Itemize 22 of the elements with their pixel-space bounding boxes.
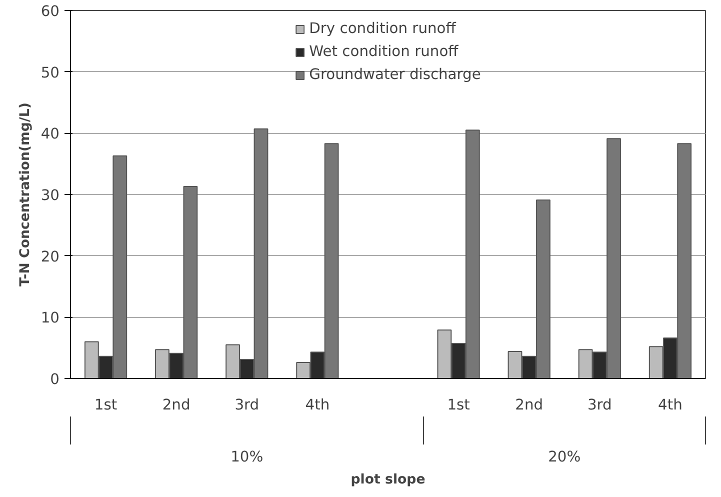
legend-label: Wet condition runoff [309, 43, 458, 60]
x-tick-label: 1st [94, 396, 118, 414]
x-tick-label: 4th [305, 396, 330, 414]
text: 20% [548, 448, 581, 466]
y-axis-title: T-N Concentration(mg/L) [18, 102, 33, 286]
y-tick-label: 40 [40, 126, 60, 143]
y-tick-label: 20 [40, 248, 60, 266]
legend-label: Groundwater discharge [309, 66, 481, 83]
y-tick-label: 60 [40, 3, 60, 20]
x-tick-label: 3rd [587, 396, 612, 414]
x-tick-label: 4th [658, 396, 682, 414]
y-tick-label: 10 [40, 310, 60, 327]
y-tick-label: 30 [40, 187, 60, 204]
y-tick-label: 50 [40, 64, 60, 82]
x-tick-label: 3rd [234, 396, 260, 414]
legend-label: Dry condition runoff [309, 20, 456, 37]
y-tick-label: 0 [50, 371, 60, 388]
x-tick-label: 2nd [515, 396, 544, 414]
text: 10% [230, 448, 264, 466]
x-tick-label: 2nd [162, 396, 190, 414]
x-tick-label: 1st [447, 396, 470, 414]
x-axis-title: plot slope [350, 472, 426, 488]
